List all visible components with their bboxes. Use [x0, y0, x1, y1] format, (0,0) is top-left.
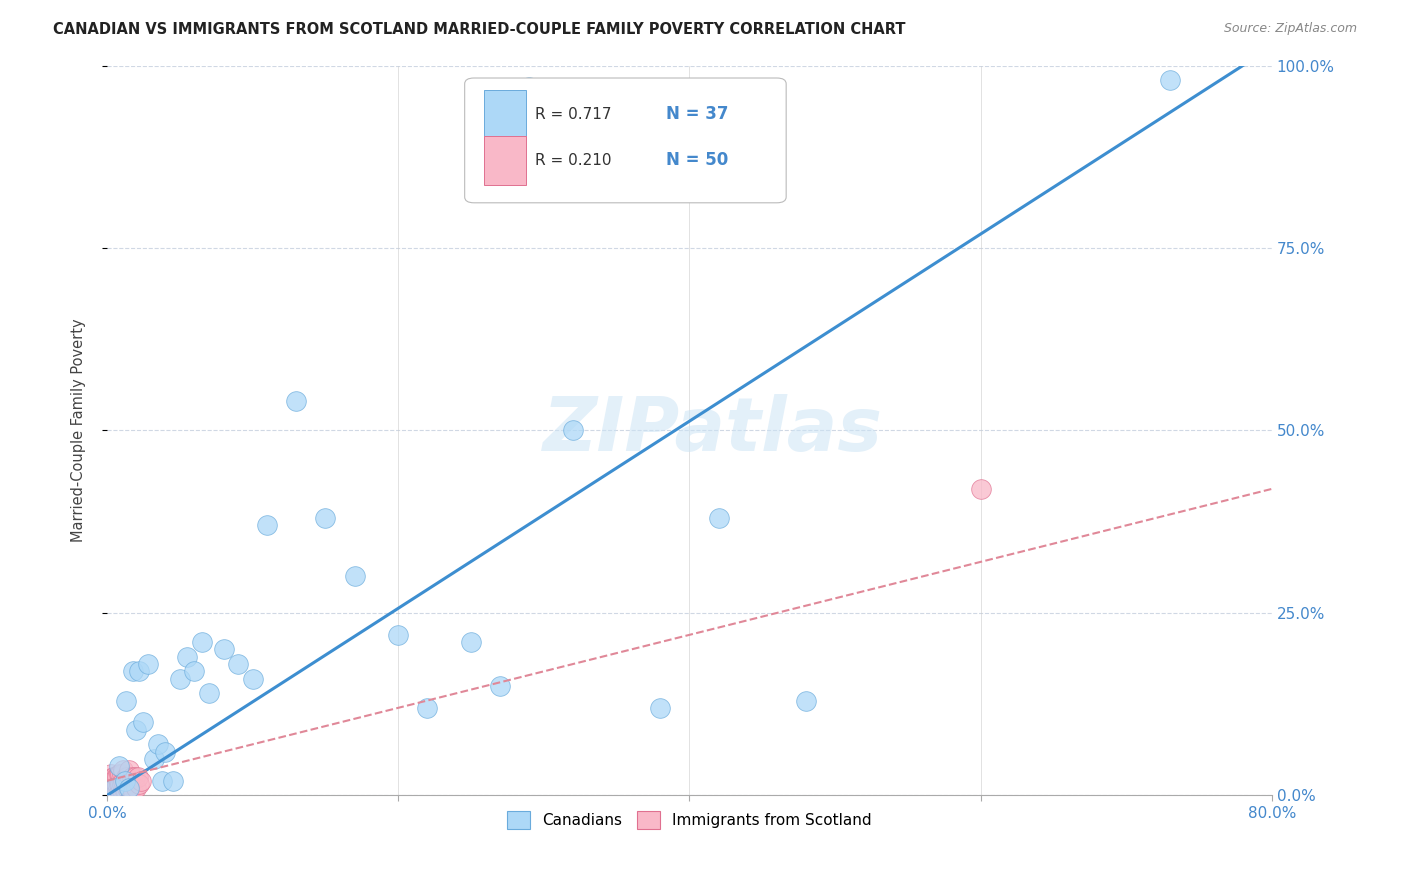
Point: [242, 672, 264, 686]
Point: [122, 785, 145, 799]
Point: [112, 785, 135, 799]
Point: [107, 766, 129, 780]
Point: [128, 777, 150, 791]
Point: [112, 763, 135, 777]
Point: [96, 785, 118, 799]
Point: [122, 665, 145, 679]
FancyBboxPatch shape: [485, 136, 526, 185]
Point: [118, 785, 141, 799]
Point: [97, 785, 120, 799]
Point: [190, 635, 212, 649]
Point: [101, 785, 124, 799]
Point: [650, 701, 672, 715]
Point: [115, 770, 138, 784]
FancyBboxPatch shape: [485, 90, 526, 138]
Point: [111, 766, 134, 780]
Point: [198, 686, 221, 700]
Point: [105, 770, 128, 784]
Point: [100, 766, 122, 780]
Point: [98, 773, 121, 788]
Point: [107, 759, 129, 773]
Point: [125, 723, 148, 737]
Point: [117, 770, 139, 784]
Point: [115, 785, 138, 799]
Point: [105, 785, 128, 799]
Point: [343, 569, 366, 583]
Point: [152, 773, 174, 788]
Point: [111, 785, 134, 799]
Point: [121, 770, 143, 784]
Point: [103, 777, 125, 791]
Point: [707, 511, 730, 525]
Point: [226, 657, 249, 671]
Point: [108, 766, 131, 780]
Point: [103, 785, 125, 799]
Point: [128, 665, 150, 679]
Point: [104, 770, 127, 784]
Point: [1159, 73, 1181, 87]
Point: [117, 781, 139, 796]
Point: [103, 781, 125, 796]
Text: R = 0.210: R = 0.210: [534, 153, 612, 168]
Point: [183, 665, 205, 679]
Point: [517, 80, 540, 95]
Point: [416, 701, 439, 715]
Point: [108, 785, 131, 799]
Point: [100, 777, 122, 791]
Point: [970, 482, 993, 496]
Text: Source: ZipAtlas.com: Source: ZipAtlas.com: [1223, 22, 1357, 36]
Point: [142, 752, 165, 766]
Point: [387, 628, 409, 642]
Point: [107, 785, 129, 799]
Point: [98, 785, 121, 799]
Point: [136, 657, 159, 671]
Point: [115, 693, 138, 707]
Point: [256, 518, 278, 533]
Point: [127, 770, 149, 784]
Point: [120, 781, 142, 796]
Point: [114, 773, 136, 788]
Point: [101, 770, 124, 784]
Point: [118, 763, 141, 777]
Point: [112, 773, 135, 788]
Point: [114, 773, 136, 788]
Text: ZIPatlas: ZIPatlas: [543, 394, 883, 467]
Point: [489, 679, 512, 693]
Point: [118, 773, 141, 788]
Point: [176, 649, 198, 664]
Point: [104, 777, 127, 791]
Legend: Canadians, Immigrants from Scotland: Canadians, Immigrants from Scotland: [501, 805, 879, 835]
Point: [111, 777, 134, 791]
Point: [104, 785, 127, 799]
Text: N = 37: N = 37: [666, 105, 728, 123]
Point: [169, 672, 191, 686]
Point: [114, 785, 136, 799]
Point: [155, 745, 177, 759]
Point: [124, 770, 146, 784]
Text: CANADIAN VS IMMIGRANTS FROM SCOTLAND MARRIED-COUPLE FAMILY POVERTY CORRELATION C: CANADIAN VS IMMIGRANTS FROM SCOTLAND MAR…: [53, 22, 905, 37]
Text: R = 0.717: R = 0.717: [534, 107, 612, 122]
Point: [105, 777, 128, 791]
Point: [562, 424, 585, 438]
Point: [132, 715, 155, 730]
Point: [107, 777, 129, 791]
Point: [146, 737, 169, 751]
Point: [97, 777, 120, 791]
Text: N = 50: N = 50: [666, 152, 728, 169]
Point: [162, 773, 184, 788]
Point: [101, 777, 124, 791]
Point: [100, 785, 122, 799]
Point: [212, 642, 235, 657]
Point: [125, 781, 148, 796]
Point: [794, 693, 817, 707]
Point: [118, 781, 141, 796]
FancyBboxPatch shape: [464, 78, 786, 202]
Y-axis label: Married-Couple Family Poverty: Married-Couple Family Poverty: [72, 318, 86, 542]
Point: [285, 394, 308, 409]
Point: [460, 635, 482, 649]
Point: [108, 777, 131, 791]
Point: [103, 770, 125, 784]
Point: [314, 511, 336, 525]
Point: [129, 773, 152, 788]
